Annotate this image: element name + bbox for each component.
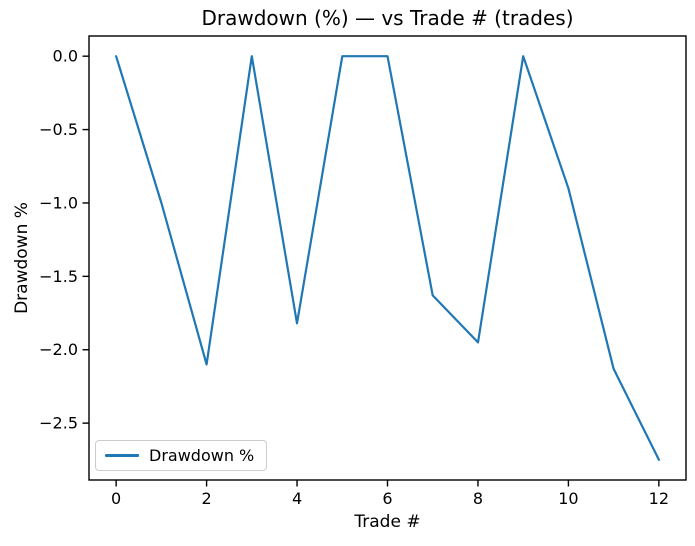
chart-title: Drawdown (%) — vs Trade # (trades)	[201, 6, 574, 30]
y-tick-label: −0.5	[39, 120, 78, 139]
x-tick-label: 2	[201, 489, 211, 508]
legend-line-sample	[105, 454, 139, 457]
x-tick-label: 8	[473, 489, 483, 508]
plot-border	[88, 35, 687, 481]
plot-area: 0 2 4 6 8 10 12 0.0 −0.5 −1.0 −1.5 −2.0 −2.5	[39, 35, 687, 508]
y-tick-label: −1.5	[39, 267, 78, 286]
y-axis-label: Drawdown %	[12, 202, 32, 314]
series-line-drawdown	[114, 55, 661, 461]
x-tick-label: 4	[292, 489, 302, 508]
x-tick-label: 6	[382, 489, 392, 508]
x-tick-label: 10	[558, 489, 578, 508]
y-tick-label: 0.0	[53, 47, 78, 66]
legend-label: Drawdown %	[149, 445, 255, 465]
x-tick-label: 12	[649, 489, 669, 508]
x-axis-label: Trade #	[354, 512, 421, 532]
x-tick-label: 0	[111, 489, 121, 508]
y-tick-label: −1.0	[39, 193, 78, 212]
y-tick-label: −2.0	[39, 340, 78, 359]
legend: Drawdown %	[95, 440, 267, 471]
y-tick-label: −2.5	[39, 414, 78, 433]
